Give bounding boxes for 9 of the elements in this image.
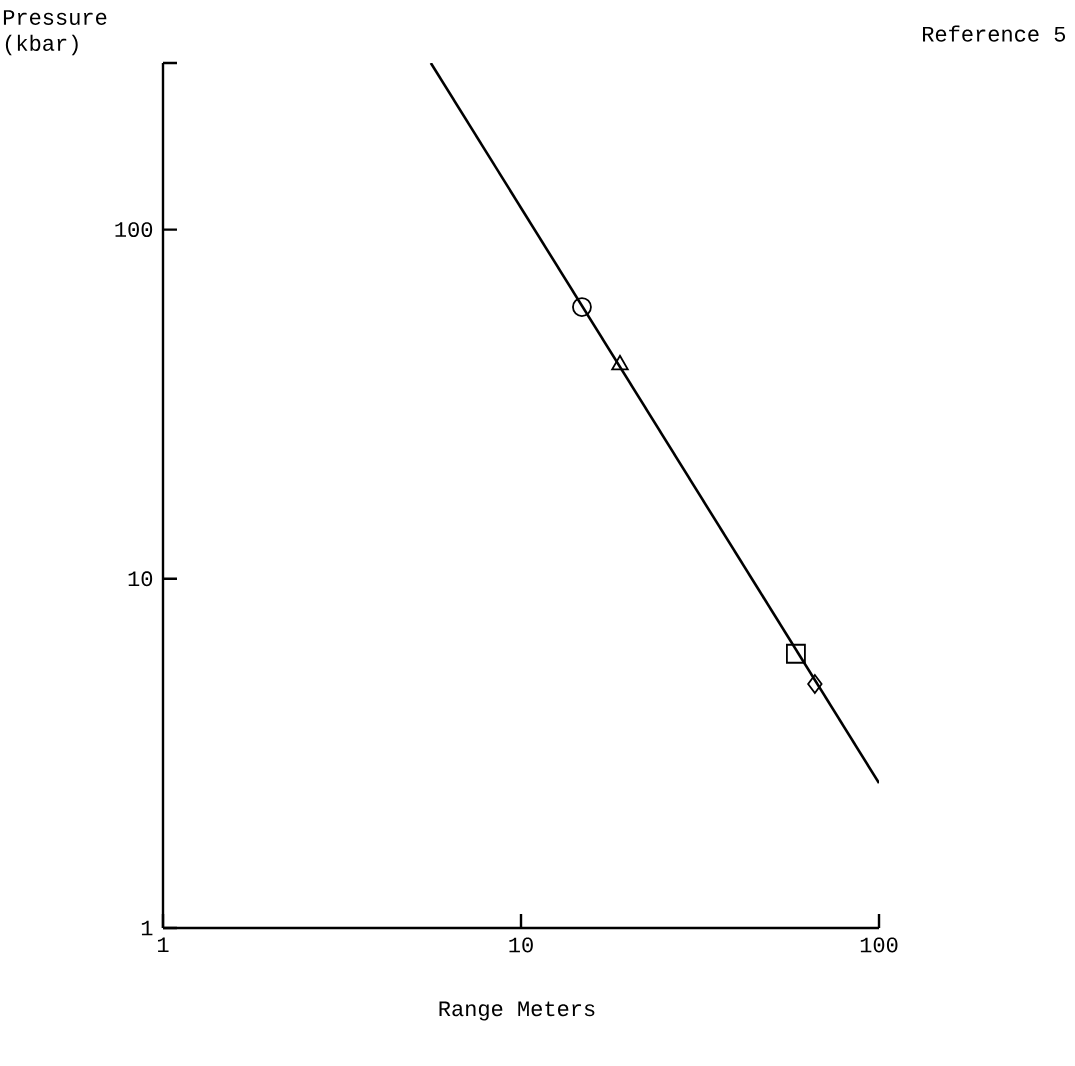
- y-tick-label: 100: [115, 222, 153, 238]
- y-tick-label: 1: [141, 920, 153, 936]
- y-tick-label: 10: [128, 571, 153, 587]
- y-axis-title: Pressure (kbar): [3, 10, 107, 56]
- x-tick-label: 10: [509, 937, 533, 953]
- x-tick-label: 1: [157, 937, 169, 953]
- text: Reference 5: [923, 25, 1066, 42]
- x-tick-label: 100: [860, 937, 898, 953]
- x-axis-title: Range Meters: [439, 1001, 595, 1021]
